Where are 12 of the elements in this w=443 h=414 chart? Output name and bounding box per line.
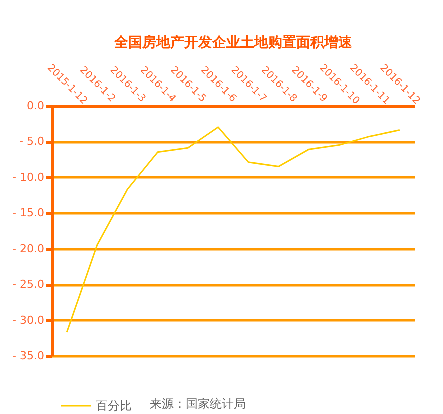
y-tick-label: - 25.0 [12,278,44,292]
y-tick-label: - 35.0 [12,350,44,362]
y-tick-label: 0.0 [27,100,44,112]
y-tick-label: - 10.0 [12,170,44,184]
y-tick-label: - 20.0 [12,242,44,256]
legend-label: 百分比 [96,399,132,413]
chart-title: 全国房地产开发企业土地购置面积增速 [114,34,354,52]
y-tick-label: - 5.0 [20,135,44,148]
line-series [66,126,401,334]
source-note: 来源：国家统计局 [150,397,246,411]
y-tick-label: - 15.0 [12,206,44,220]
y-tick-label: - 30.0 [12,314,44,327]
